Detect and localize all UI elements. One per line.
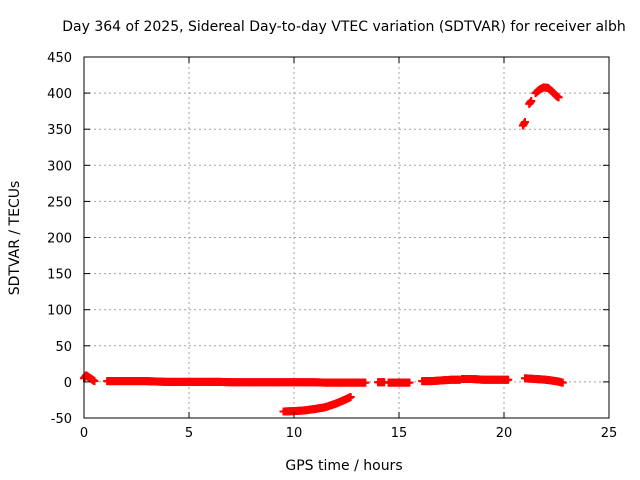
y-tick-label: 400 [47, 87, 72, 102]
x-tick-label: 15 [391, 426, 408, 441]
data-point [558, 378, 567, 387]
x-tick-label: 20 [496, 426, 513, 441]
y-tick-label: 100 [47, 304, 72, 319]
data-segment [374, 378, 389, 387]
y-tick-label: 200 [47, 232, 72, 247]
data-point [90, 377, 99, 386]
data-segment [521, 374, 567, 387]
data-segment [518, 117, 529, 130]
tick-labels: 0 5 10 15 20 25 -50 0 50 100 150 200 250 300 350 400 450 [47, 51, 617, 441]
y-axis-label: SDTVAR / TECUs [7, 181, 23, 296]
grid-lines [84, 57, 609, 418]
x-tick-label: 25 [601, 426, 618, 441]
y-tick-label: -50 [51, 412, 72, 427]
x-tick-label: 5 [185, 426, 193, 441]
y-tick-label: 300 [47, 159, 72, 174]
chart-title: Day 364 of 2025, Sidereal Day-to-day VTE… [62, 19, 625, 35]
data-point [521, 117, 529, 126]
plot-frame [83, 56, 610, 419]
data-segment [279, 393, 355, 416]
data-segment [384, 378, 414, 387]
data-segment [103, 377, 370, 387]
data-segment [80, 371, 99, 386]
y-tick-label: 50 [55, 340, 72, 355]
x-tick-label: 10 [286, 426, 303, 441]
data-point [504, 375, 513, 384]
data-segment [531, 83, 563, 102]
data-point [346, 393, 355, 402]
y-tick-label: 150 [47, 268, 72, 283]
data-segment [418, 375, 464, 386]
data-segment [458, 375, 513, 384]
data-point [554, 93, 563, 102]
plot-border [83, 56, 610, 419]
y-tick-label: 350 [47, 123, 72, 138]
x-tick-label: 0 [80, 426, 88, 441]
y-tick-label: 0 [64, 376, 72, 391]
y-tick-label: 450 [47, 51, 72, 66]
x-axis-label: GPS time / hours [285, 458, 402, 474]
data-point [527, 97, 536, 106]
data-point [361, 378, 370, 387]
y-tick-label: 250 [47, 195, 72, 210]
data-segment [525, 97, 536, 108]
data-point [405, 378, 414, 387]
data-points [80, 83, 567, 416]
